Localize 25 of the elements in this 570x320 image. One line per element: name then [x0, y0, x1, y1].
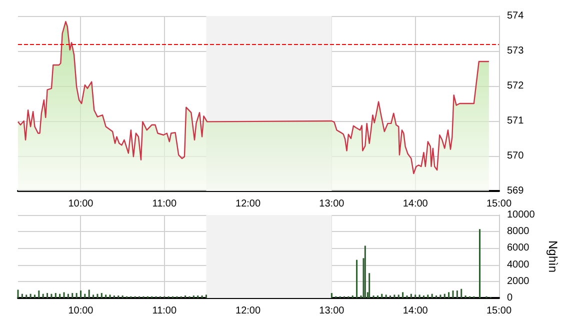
y-tick-label: 0 [507, 292, 513, 304]
x-tick-label: 14:00 [402, 306, 428, 316]
y-tick-label: 8000 [507, 226, 530, 238]
y-tick-label: 573 [507, 46, 524, 56]
y-tick-label: 4000 [507, 259, 530, 270]
x-tick-label: 11:00 [152, 198, 177, 210]
x-tick-label: 14:00 [402, 198, 428, 210]
x-tick-label: 15:00 [486, 198, 512, 210]
y-tick-label: 572 [507, 80, 524, 92]
x-tick-label: 13:00 [319, 198, 345, 210]
y-tick-label: 569 [507, 186, 524, 196]
y-tick-label: 570 [507, 150, 524, 162]
y-tick-label: 10000 [507, 210, 536, 220]
x-tick-label: 10:00 [68, 198, 94, 210]
x-tick-label: 15:00 [486, 306, 512, 316]
x-tick-label: 10:00 [68, 306, 94, 316]
y-tick-label: 571 [507, 116, 524, 126]
x-tick-label: 11:00 [152, 306, 177, 316]
y-tick-label: 6000 [507, 242, 530, 254]
x-tick-label: 12:00 [236, 306, 261, 316]
y-tick-label: 574 [507, 10, 524, 22]
x-tick-label: 12:00 [236, 198, 261, 210]
y-axis-title: Nghìn [546, 240, 560, 273]
y-tick-label: 2000 [507, 276, 530, 287]
x-tick-label: 13:00 [319, 306, 345, 316]
